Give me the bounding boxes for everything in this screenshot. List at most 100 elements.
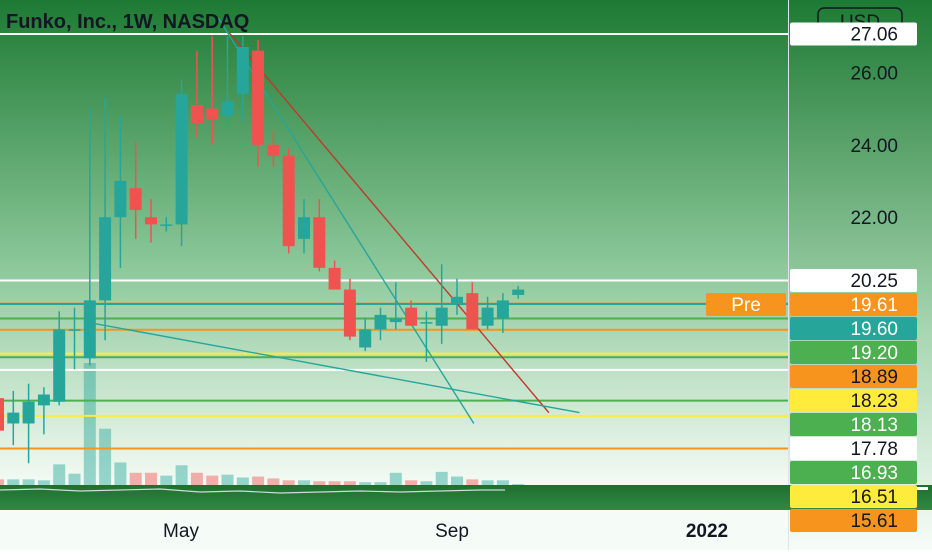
candle-body <box>374 314 387 330</box>
level-label-box <box>790 437 917 461</box>
candle-body <box>466 293 479 330</box>
candle-body <box>282 155 295 247</box>
candle-body <box>267 144 280 156</box>
level-label: 18.13 <box>790 413 917 437</box>
candle-body <box>313 217 326 268</box>
volume-bar <box>160 475 173 485</box>
volume-bar <box>420 481 433 485</box>
horizontal-levels <box>0 33 788 450</box>
level-label-box <box>790 269 917 293</box>
level-label-text: 18.23 <box>850 391 898 412</box>
volume-bar <box>68 473 81 485</box>
candle-body <box>221 101 234 116</box>
volume-bar <box>481 480 494 485</box>
x-tick-label: May <box>163 521 199 542</box>
level-label-box <box>790 341 917 365</box>
candles <box>0 36 525 464</box>
volume-bar <box>252 476 265 485</box>
level-label-box <box>790 485 917 509</box>
volume-bar <box>7 479 20 485</box>
y-tick-label: 24.00 <box>850 136 898 157</box>
volume-bar <box>99 428 112 485</box>
chart-title: Funko, Inc., 1W, NASDAQ <box>6 11 249 33</box>
level-label-text: 20.25 <box>850 271 898 292</box>
volume-bar <box>313 481 326 485</box>
level-label: 18.89 <box>790 365 917 389</box>
candle-body <box>343 289 356 337</box>
candle-body <box>420 322 433 324</box>
level-label-text: 19.20 <box>850 343 898 364</box>
level-label-box <box>790 389 917 413</box>
level-label-text: 19.61 <box>850 295 898 316</box>
candle-body <box>0 398 4 431</box>
volume-bar <box>129 472 142 485</box>
volume-bar <box>114 462 127 485</box>
candle-body <box>451 296 463 305</box>
volume-bar <box>0 479 4 485</box>
volume-bar <box>83 363 96 485</box>
x-tick-labels: May Sep 2022 <box>163 521 728 542</box>
trendline <box>228 32 550 414</box>
candle-body <box>53 329 66 402</box>
candle-body <box>252 50 265 145</box>
volume-bar <box>389 472 402 485</box>
level-label-box <box>790 317 917 341</box>
y-tick-label: 22.00 <box>850 208 898 229</box>
volume-bar <box>53 464 66 485</box>
trendline <box>86 321 580 414</box>
volume-bar <box>22 479 35 485</box>
volume-bar <box>206 475 219 485</box>
volume-bar <box>37 480 50 485</box>
volume-bar <box>405 480 418 485</box>
volume-bar <box>512 484 525 485</box>
level-label-box <box>790 293 917 317</box>
candle-body <box>206 108 219 120</box>
level-label: 19.20 <box>790 341 917 365</box>
indicator-line <box>0 488 505 494</box>
x-tick-label: Sep <box>435 521 469 542</box>
level-label-text: 15.61 <box>850 511 898 532</box>
level-label: 16.51 <box>790 485 917 509</box>
level-label-text: 17.78 <box>850 439 898 460</box>
level-label-text: 16.93 <box>850 463 898 484</box>
level-label-text: 18.89 <box>850 367 898 388</box>
volume-bar <box>451 476 463 485</box>
level-label: 17.78 <box>790 437 917 461</box>
y-tick-labels: 26.00 24.00 22.00 <box>850 63 898 229</box>
candle-body <box>435 307 448 326</box>
level-label: 16.93 <box>790 461 917 485</box>
level-label-text: 19.60 <box>850 319 898 340</box>
y-tick-label: 26.00 <box>850 63 898 84</box>
candle-body <box>22 401 35 424</box>
level-label-text: 18.13 <box>850 415 898 436</box>
indicator-marker <box>910 487 928 490</box>
candle-body <box>68 329 81 331</box>
volume-bar <box>145 472 157 485</box>
volume-bar <box>343 481 356 485</box>
level-labels: 27.06 20.25 19.61 Pre 19.60 19.20 18.89 18.23 18… <box>706 22 917 533</box>
volume-bar <box>190 472 203 485</box>
candle-body <box>190 104 203 124</box>
candle-body <box>37 394 50 406</box>
candle-body <box>328 267 341 290</box>
candle-body <box>129 188 142 210</box>
candle-body <box>481 307 494 326</box>
level-label: 20.25 <box>790 269 917 293</box>
level-label: 27.06 <box>790 22 917 46</box>
volume-bar <box>435 471 448 485</box>
volume-bar <box>221 474 234 485</box>
pre-market-badge: Pre <box>706 293 786 317</box>
level-label-text: 27.06 <box>850 25 898 46</box>
pre-market-badge-box <box>706 293 786 317</box>
candle-body <box>298 217 310 239</box>
volume-bar <box>359 482 372 485</box>
candle-body <box>175 94 188 225</box>
volume-bar <box>374 482 387 485</box>
level-label: 19.61 <box>790 293 917 317</box>
time-axis-background <box>0 510 788 550</box>
volume-bar <box>496 480 509 485</box>
candle-body <box>99 217 112 301</box>
level-label: 19.60 <box>790 317 917 341</box>
